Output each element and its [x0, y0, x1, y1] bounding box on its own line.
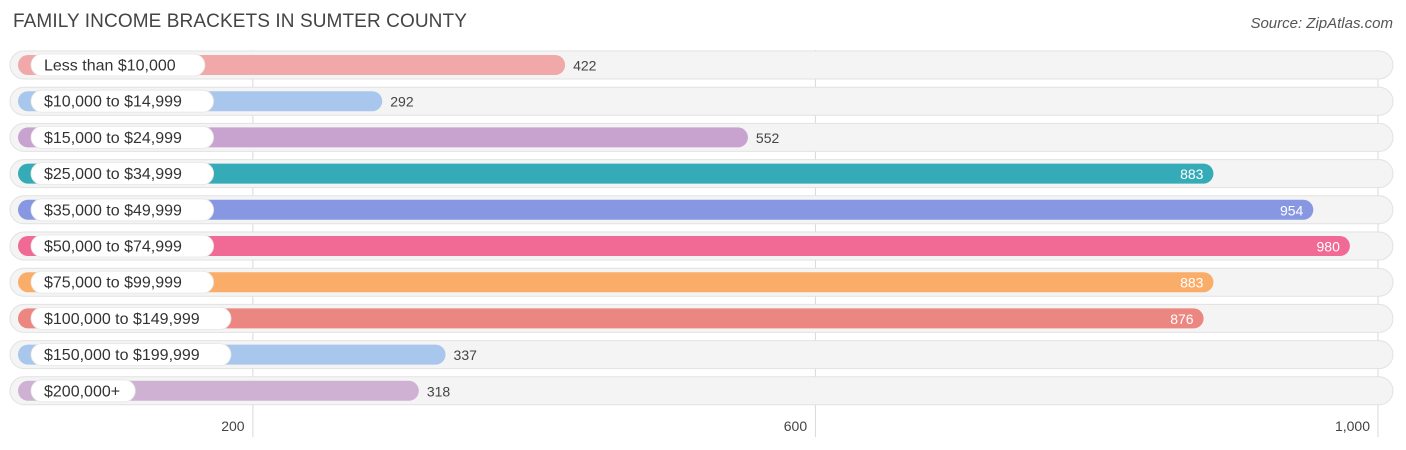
bar [18, 272, 1214, 293]
category-label: $50,000 to $74,999 [44, 239, 182, 256]
tick-label: 600 [784, 418, 808, 434]
category-label: $25,000 to $34,999 [44, 166, 182, 183]
category-label-pill [30, 126, 215, 149]
category-label: $75,000 to $99,999 [44, 275, 182, 292]
bar [18, 163, 1214, 184]
bar [18, 308, 1204, 329]
category-label: $150,000 to $199,999 [44, 347, 200, 364]
value-label: 318 [427, 383, 451, 399]
category-label-pill [30, 343, 232, 367]
value-label: 876 [1170, 311, 1194, 327]
category-label: Less than $10,000 [44, 58, 176, 75]
value-label: 883 [1180, 166, 1204, 182]
category-label: $35,000 to $49,999 [44, 202, 182, 219]
category-label-pill [30, 379, 136, 403]
source-label: Source: ZipAtlas.com [1250, 15, 1393, 32]
category-label-pill [30, 234, 215, 258]
bar [18, 199, 1314, 220]
value-label: 980 [1317, 239, 1341, 255]
category-label: $100,000 to $149,999 [44, 311, 200, 328]
category-label: $15,000 to $24,999 [44, 130, 182, 147]
value-label: 883 [1180, 275, 1204, 291]
category-label-pill [30, 89, 215, 113]
category-label-pill [30, 306, 232, 330]
value-label: 337 [454, 347, 478, 363]
category-label-pill [30, 198, 215, 222]
value-label: 422 [573, 58, 597, 74]
value-label: 954 [1280, 202, 1304, 218]
tick-label: 1,000 [1335, 418, 1370, 434]
chart-title: FAMILY INCOME BRACKETS IN SUMTER COUNTY [13, 11, 467, 32]
tick-label: 200 [221, 418, 245, 434]
value-label: 292 [390, 94, 414, 110]
value-label: 552 [756, 130, 780, 146]
category-label-pill [30, 270, 215, 294]
category-label-pill [30, 162, 215, 186]
category-label: $200,000+ [44, 383, 120, 400]
category-label: $10,000 to $14,999 [44, 94, 182, 111]
category-label-pill [30, 53, 206, 77]
bar [18, 236, 1350, 256]
